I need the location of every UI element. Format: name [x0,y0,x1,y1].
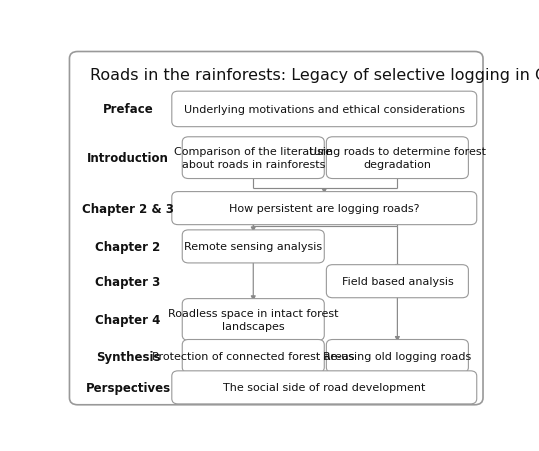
FancyBboxPatch shape [172,92,476,127]
Text: The social side of road development: The social side of road development [223,382,425,392]
FancyBboxPatch shape [182,299,324,341]
FancyBboxPatch shape [172,371,476,404]
FancyBboxPatch shape [182,230,324,263]
Text: Roads in the rainforests: Legacy of selective logging in Central Africa: Roads in the rainforests: Legacy of sele… [91,68,539,83]
Text: Comparison of the literature
about roads in rainforests: Comparison of the literature about roads… [174,147,332,170]
FancyBboxPatch shape [327,340,468,373]
Text: Introduction: Introduction [87,152,169,165]
FancyBboxPatch shape [327,265,468,298]
FancyBboxPatch shape [172,192,476,225]
Text: Field based analysis: Field based analysis [342,276,453,286]
Text: How persistent are logging roads?: How persistent are logging roads? [229,204,419,214]
Text: Perspectives: Perspectives [85,381,170,394]
Text: Re-using old logging roads: Re-using old logging roads [323,351,472,361]
FancyBboxPatch shape [70,52,483,405]
Text: Chapter 4: Chapter 4 [95,313,161,326]
Text: Chapter 2: Chapter 2 [95,240,161,253]
FancyBboxPatch shape [182,340,324,373]
Text: Remote sensing analysis: Remote sensing analysis [184,242,322,252]
Text: Roadless space in intact forest
landscapes: Roadless space in intact forest landscap… [168,308,338,331]
FancyBboxPatch shape [327,138,468,179]
FancyBboxPatch shape [182,138,324,179]
Text: Chapter 3: Chapter 3 [95,275,161,288]
Text: Using roads to determine forest
degradation: Using roads to determine forest degradat… [309,147,486,170]
Text: Synthesis: Synthesis [96,350,160,363]
Text: Protection of connected forest areas: Protection of connected forest areas [152,351,355,361]
Text: Underlying motivations and ethical considerations: Underlying motivations and ethical consi… [184,105,465,115]
Text: Preface: Preface [102,103,153,116]
Text: Chapter 2 & 3: Chapter 2 & 3 [82,202,174,215]
